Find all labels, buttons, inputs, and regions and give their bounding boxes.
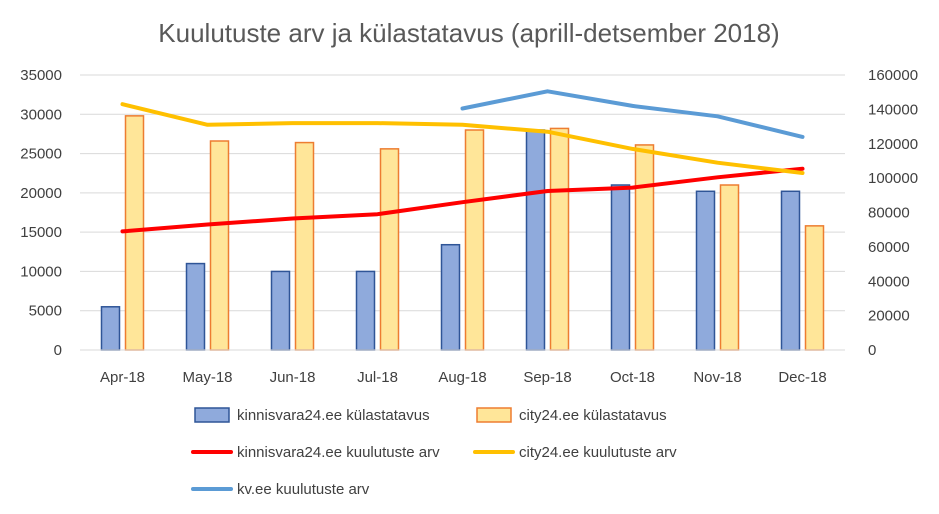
bar (440, 243, 461, 351)
legend-label: kinnisvara24.ee külastatavus (237, 407, 430, 424)
right-tick-label: 80000 (868, 205, 910, 222)
x-axis-ticks: Apr-18 May-18 Jun-18 Jul-18 Aug-18 Sep-18 Oct-… (80, 349, 845, 386)
bar (780, 190, 801, 351)
legend-label: kinnisvara24.ee kuulutuste arv (237, 444, 440, 461)
bar (355, 270, 376, 351)
bar (379, 148, 400, 351)
x-tick-label: Jun-18 (270, 369, 316, 386)
left-tick-label: 0 (54, 342, 62, 359)
series-line (120, 102, 805, 175)
right-tick-label: 160000 (868, 67, 918, 84)
bar (294, 141, 315, 351)
bar (634, 144, 655, 351)
x-tick-label: Oct-18 (610, 369, 655, 386)
x-tick-label: Jul-18 (357, 369, 398, 386)
legend-item: kinnisvara24.ee külastatavus (194, 407, 430, 424)
x-tick-label: Nov-18 (693, 369, 741, 386)
right-tick-label: 120000 (868, 136, 918, 153)
left-tick-label: 5000 (29, 303, 62, 320)
bar (209, 140, 230, 351)
x-tick-label: Sep-18 (523, 369, 571, 386)
line-series (120, 89, 805, 234)
legend-item: city24.ee kuulutuste arv (473, 444, 677, 461)
bar (464, 129, 485, 351)
legend-item: kv.ee kuulutuste arv (191, 481, 370, 498)
right-tick-label: 60000 (868, 239, 910, 256)
bar (804, 225, 825, 351)
right-tick-label: 40000 (868, 273, 910, 290)
series-line (120, 166, 805, 234)
left-tick-label: 25000 (20, 146, 62, 163)
bar (719, 184, 740, 351)
left-tick-label: 10000 (20, 263, 62, 280)
bar (610, 184, 631, 351)
bar-series (100, 115, 825, 351)
legend: kinnisvara24.ee külastatavus city24.ee kü… (191, 407, 677, 498)
left-tick-label: 30000 (20, 106, 62, 123)
legend-label: city24.ee külastatavus (519, 407, 667, 424)
right-axis-ticks: 0 20000 40000 60000 80000 100000 120000 140000 1… (868, 67, 918, 359)
chart-title: Kuulutuste arv ja külastatavus (aprill-d… (158, 18, 779, 48)
legend-item: kinnisvara24.ee kuulutuste arv (191, 444, 440, 461)
bar (549, 127, 570, 351)
left-tick-label: 15000 (20, 224, 62, 241)
x-tick-label: Aug-18 (438, 369, 486, 386)
right-tick-label: 100000 (868, 170, 918, 187)
left-tick-label: 35000 (20, 67, 62, 84)
left-axis-ticks: 0 5000 10000 15000 20000 25000 30000 35000 (20, 67, 62, 359)
bar (100, 306, 121, 351)
right-tick-label: 0 (868, 342, 876, 359)
gridlines (80, 74, 845, 351)
x-tick-label: May-18 (182, 369, 232, 386)
right-tick-label: 140000 (868, 101, 918, 118)
bar (695, 190, 716, 351)
left-tick-label: 20000 (20, 185, 62, 202)
x-tick-label: Apr-18 (100, 369, 145, 386)
legend-swatch (194, 407, 230, 423)
series-line (460, 89, 805, 139)
bar (270, 270, 291, 351)
legend-label: kv.ee kuulutuste arv (237, 481, 370, 498)
legend-item: city24.ee külastatavus (476, 407, 667, 424)
legend-swatch (476, 407, 512, 423)
bar (525, 129, 546, 351)
x-tick-label: Dec-18 (778, 369, 826, 386)
right-tick-label: 20000 (868, 308, 910, 325)
legend-label: city24.ee kuulutuste arv (519, 444, 677, 461)
bar (185, 262, 206, 351)
